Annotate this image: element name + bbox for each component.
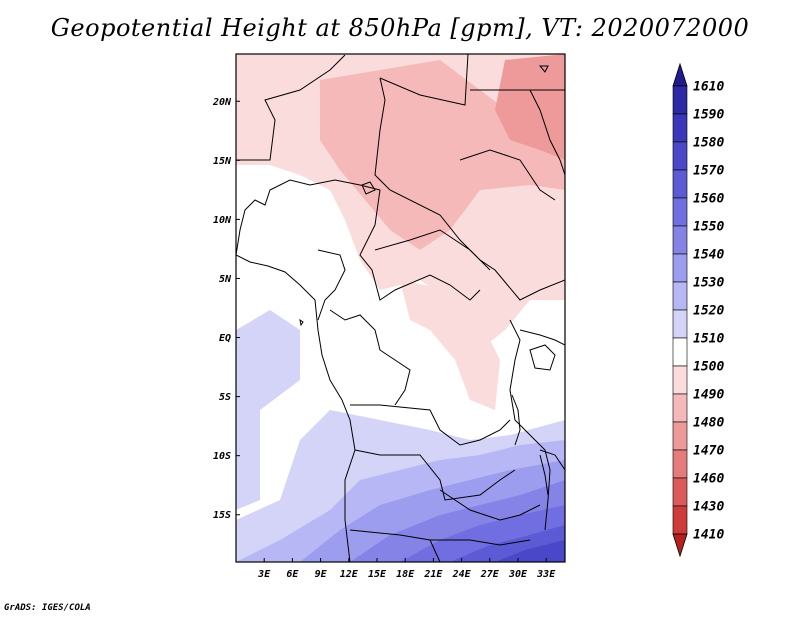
lat-tick-label: 10S [213,451,231,462]
ethiopia-border [459,149,556,201]
lon-tick-label: 30E [508,569,528,580]
height-field [236,54,565,562]
colorbar-swatch [672,197,688,227]
lon-tick-label: 12E [340,569,359,580]
great-lakes [509,319,551,531]
lat-tick-label: 5N [219,274,232,285]
colorbar-swatch [672,281,688,311]
colorbar-swatch [672,141,688,171]
colorbar-swatch [672,449,688,479]
field-1500-central [400,280,500,410]
island-1 [299,318,304,327]
chad-border [359,184,481,301]
country-borders [236,54,565,562]
colorbar-label: 1480 [693,416,724,431]
zambia-border [439,489,541,521]
colorbar-label: 1510 [693,332,724,347]
colorbar-label: 1500 [693,360,724,375]
sahel-border [236,54,346,161]
lon-tick-label: 3E [257,569,271,580]
colorbar-swatch [672,225,688,255]
lon-tick-label: 15E [368,569,387,580]
field-1580 [495,540,565,562]
lat-tick-label: 20N [212,97,232,108]
colorbar-bottom-arrow [672,533,688,558]
colorbar-swatch [672,337,688,367]
colorbar-label: 1530 [693,276,724,291]
lon-tick-label: 18E [396,569,415,580]
sudan-border [374,77,565,301]
lat-tick-label: EQ [219,333,231,344]
colorbar-label: 1470 [693,444,724,459]
lake-victoria [529,344,556,371]
car-border [374,229,491,271]
colorbar-label: 1430 [693,500,724,515]
colorbar-label: 1520 [693,304,724,319]
congo-border [329,309,411,406]
colorbar-swatch [672,421,688,451]
lon-tick-label: 24E [452,569,472,580]
colorbar-label: 1580 [693,136,724,151]
colorbar-label: 1540 [693,248,724,263]
lon-tick-label: 9E [315,569,328,580]
map-frame [235,53,566,563]
colorbar-swatch [672,113,688,143]
colorbar-swatch [672,253,688,283]
colorbar-label: 1560 [693,192,724,207]
colorbar-swatch [672,505,688,535]
namibia-border [349,529,441,562]
colorbar-swatch [672,365,688,395]
lon-tick-label: 33E [536,569,556,580]
east-africa-border [519,329,565,346]
lake-tanganyika [511,394,521,446]
lake-malawi [539,454,549,496]
grads-credit: GrADS: IGES/COLA [4,603,91,613]
lake-chad [361,181,376,195]
lon-tick-label: 27E [480,569,500,580]
map-title: Geopotential Height at 850hPa [gpm], VT:… [50,14,750,42]
red-sea-coast [529,89,565,176]
colorbar: 1610 1590 1580 1570 1560 1550 1540 1530 1520 1510… [672,62,724,558]
west-coast [236,254,356,562]
mozambique-coast [539,449,565,471]
drc-south-border [350,404,511,446]
cameroon-border [317,249,346,321]
lat-tick-label: 10N [213,215,232,226]
latitude-axis: 20N 15N 10N 5N EQ 5S 10S 15S [212,97,240,521]
colorbar-label: 1410 [693,528,724,543]
angola-border [354,449,516,501]
lon-tick-label: 21E [423,569,443,580]
libya-egypt-border [379,54,469,106]
lat-tick-label: 15N [213,156,232,167]
field-1520 [236,310,300,510]
colorbar-label: 1550 [693,220,724,235]
lat-tick-label: 5S [219,392,231,403]
colorbar-swatch [672,309,688,339]
colorbar-swatch [672,169,688,199]
colorbar-label: 1610 [693,80,724,95]
colorbar-label: 1570 [693,164,724,179]
colorbar-label: 1590 [693,108,724,123]
colorbar-top-arrow [672,62,688,87]
south-border [430,539,531,546]
longitude-axis: 3E 6E 9E 12E 15E 18E 21E 24E 27E 30E 33E [257,558,556,580]
lon-tick-label: 6E [286,569,299,580]
island-2 [538,65,549,73]
colorbar-swatch [672,393,688,423]
lat-tick-label: 15S [213,510,231,521]
colorbar-label: 1490 [693,388,724,403]
colorbar-swatch [672,477,688,507]
colorbar-swatch [672,85,688,115]
gulf-coast-north [236,179,361,256]
field-1490-west [355,95,385,140]
colorbar-label: 1460 [693,472,724,487]
